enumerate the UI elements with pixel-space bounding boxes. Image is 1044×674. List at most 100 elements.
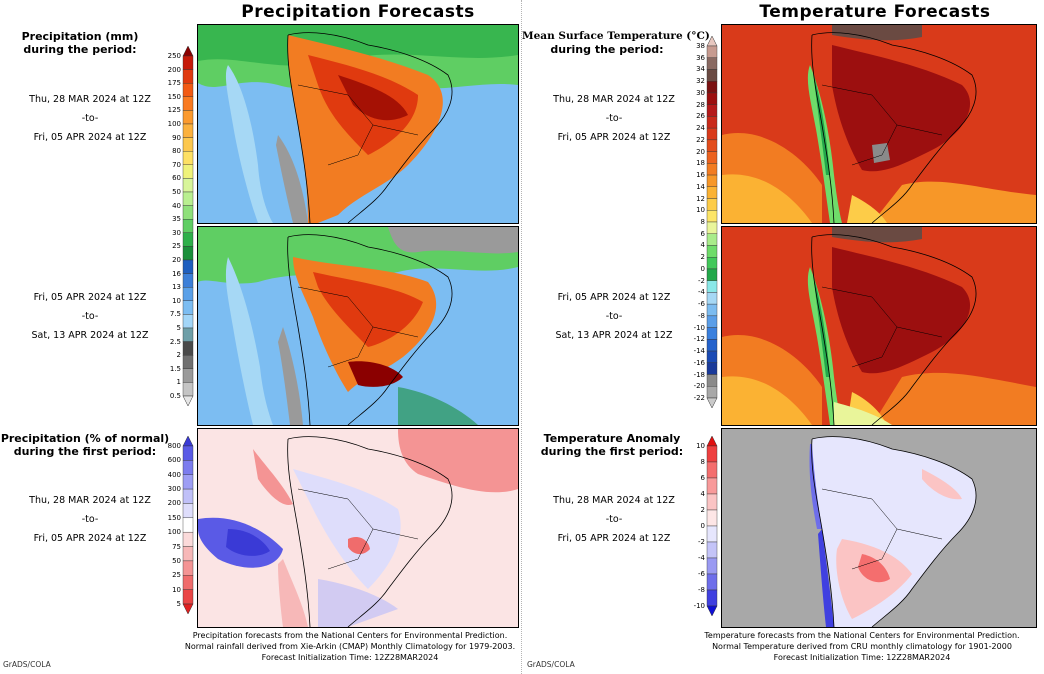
colorbar-cell (706, 127, 718, 141)
colorbar-tick-label: 7.5 (169, 310, 181, 319)
colorbar-cell (182, 382, 194, 397)
colorbar-tick-label: -10 (693, 323, 705, 332)
colorbar-tick-label: -6 (698, 570, 705, 578)
colorbar-tick-label: 5 (176, 324, 181, 332)
precip-anom-label-line1: Precipitation (% of normal) (0, 432, 170, 445)
colorbar-tick-label: 125 (167, 106, 181, 115)
colorbar-tick-label: 200 (167, 65, 181, 74)
temp-p1-label-line2: during the period: (550, 43, 664, 56)
precip-footer-line2: Normal rainfall derived from Xie-Arkin (… (184, 642, 516, 651)
colorbar-tick-label: 150 (167, 92, 181, 101)
colorbar-cell (706, 292, 718, 305)
colorbar-tick-label: 16 (172, 269, 181, 278)
colorbar-cell (182, 69, 194, 84)
colorbar-cell (182, 178, 194, 193)
precip-p1-date-end: Fri, 05 APR 2024 at 12Z (33, 132, 147, 143)
colorbar-tick-label: -6 (698, 300, 705, 309)
colorbar-cell (182, 205, 194, 220)
temp-anom-date-start: Thu, 28 MAR 2024 at 12Z (553, 495, 675, 506)
colorbar-cell (182, 191, 194, 206)
colorbar-tick-label: 34 (696, 65, 705, 74)
colorbar-top-arrow (182, 436, 194, 447)
colorbar-cell (182, 460, 194, 475)
colorbar-cell (706, 174, 718, 187)
colorbar-tick-label: 13 (172, 283, 181, 292)
colorbar-tick-label: -18 (693, 370, 705, 379)
colorbar-top-arrow (706, 36, 718, 47)
colorbar-cell (706, 139, 718, 152)
colorbar-tick-label: 22 (696, 135, 705, 144)
temp-anom-dates: Thu, 28 MAR 2024 at 12Z -to- Fri, 05 APR… (524, 491, 704, 548)
precip-anom-date-start: Thu, 28 MAR 2024 at 12Z (29, 495, 151, 506)
colorbar-tick-label: 2 (700, 506, 705, 514)
temp-footer-line3: Forecast Initialization Time: 12Z28MAR20… (773, 653, 951, 662)
colorbar-cell (706, 339, 718, 352)
colorbar-bottom-arrow (706, 605, 718, 616)
colorbar-tick-label: -14 (693, 347, 705, 356)
colorbar-tick-label: 600 (167, 456, 181, 465)
colorbar-cell (706, 573, 718, 591)
colorbar-tick-label: 8 (700, 458, 705, 466)
colorbar-tick-label: -8 (698, 311, 705, 320)
precip-footer-line1: Precipitation forecasts from the Nationa… (192, 631, 508, 640)
colorbar-tick-label: -20 (693, 382, 705, 391)
colorbar-tick-label: 12 (696, 194, 705, 203)
colorbar-tick-label: 35 (172, 215, 181, 224)
colorbar-bottom-arrow (182, 603, 194, 614)
precip-anomaly-map (197, 428, 519, 628)
temp_anom-colorbar-swatches (706, 436, 718, 616)
temp-anom-label: Temperature Anomaly during the first per… (532, 432, 692, 458)
colorbar-cell (706, 104, 718, 117)
colorbar-cell (182, 164, 194, 179)
colorbar-tick-label: 20 (172, 256, 181, 264)
colorbar-top-arrow (182, 46, 194, 57)
temp-footer-line1: Temperature forecasts from the National … (704, 631, 1020, 640)
temperature-anomaly-colorbar: 10 8 6 4 2 0 -2 -4 -6 -8 -10 (679, 436, 719, 616)
colorbar-tick-label: -4 (698, 288, 705, 297)
colorbar-cell (182, 137, 194, 152)
colorbar-tick-label: 150 (167, 513, 181, 522)
colorbar-cell (182, 589, 194, 605)
colorbar-tick-label: 0.5 (169, 392, 181, 400)
colorbar-cell (706, 163, 718, 176)
colorbar-cell (706, 92, 718, 105)
precip-anomaly-colorbar: 800 600 400 300 200 150 100 75 50 25 10 5 (155, 436, 195, 614)
colorbar-tick-label: 0 (700, 264, 705, 273)
precip-colorbar-swatches (182, 46, 194, 406)
colorbar-tick-label: 200 (167, 499, 181, 508)
colorbar-cell (182, 55, 194, 70)
temperature-anomaly-map (721, 428, 1037, 628)
colorbar-cell (182, 474, 194, 490)
colorbar-tick-label: 18 (696, 159, 705, 168)
colorbar-bottom-arrow (182, 395, 194, 406)
temp-p1-label-line1: Mean Surface Temperature (°C) (522, 30, 710, 42)
temp-p2-dates: Fri, 05 APR 2024 at 12Z -to- Sat, 13 APR… (524, 288, 704, 345)
colorbar-cell (706, 69, 718, 82)
precip-colorbar: 250 200 175 150 125 100 90 80 70 60 50 40 35 30 25 20 16… (155, 46, 195, 406)
temp-anom-label-line1: Temperature Anomaly (543, 432, 681, 445)
colorbar-cell (706, 151, 718, 164)
grads-brand-left: GrADS/COLA (3, 660, 51, 669)
colorbar-cell (706, 221, 718, 234)
colorbar-tick-label: 80 (172, 147, 181, 156)
colorbar-cell (706, 477, 718, 495)
colorbar-tick-label: -2 (698, 276, 705, 285)
precip-footer: Precipitation forecasts from the Nationa… (160, 630, 540, 663)
precip-p1-label-line2: during the period: (23, 43, 137, 56)
temp-p2-date-end: Sat, 13 APR 2024 at 12Z (555, 330, 673, 341)
colorbar-tick-label: 6 (700, 229, 705, 238)
precip-p2-date-to: -to- (81, 311, 99, 322)
temp-p1-label: Mean Surface Temperature (°C) during the… (522, 30, 710, 56)
colorbar-tick-label: 4 (700, 241, 705, 250)
precip-p1-dates: Thu, 28 MAR 2024 at 12Z -to- Fri, 05 APR… (0, 90, 180, 147)
colorbar-cell (182, 560, 194, 576)
colorbar-tick-label: 26 (696, 112, 705, 121)
colorbar-tick-label: 30 (696, 88, 705, 97)
colorbar-cell (706, 362, 718, 375)
colorbar-cell (706, 350, 718, 364)
precip-anom-date-to: -to- (81, 514, 99, 525)
colorbar-tick-label: 2 (700, 253, 705, 262)
colorbar-tick-label: 5 (176, 600, 181, 608)
temperature-map-period2 (721, 226, 1037, 426)
colorbar-cell (182, 286, 194, 301)
